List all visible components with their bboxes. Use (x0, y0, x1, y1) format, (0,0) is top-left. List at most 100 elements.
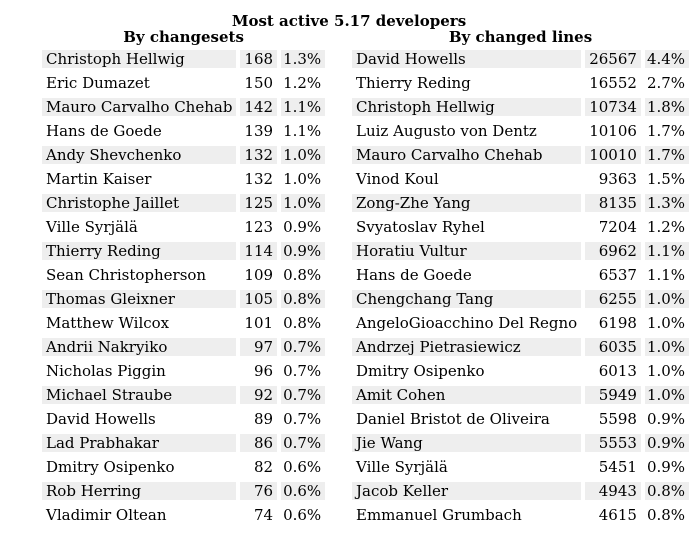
percent-cell: 0.6% (283, 506, 322, 524)
developer-name: Dmitry Osipenko (46, 458, 175, 476)
table-row: Lad Prabhakar 86 0.7% (42, 434, 326, 452)
count-cell: 114 (240, 242, 278, 260)
percent-cell: 0.8% (646, 506, 686, 524)
percent-cell: 1.0% (644, 290, 690, 308)
table-row: Zong-Zhe Yang 8135 1.3% (352, 194, 690, 212)
table-row: Ville Syrjälä 5451 0.9% (352, 458, 689, 476)
table-row: Rob Herring 76 0.6% (42, 482, 326, 500)
percent-cell: 1.7% (646, 122, 686, 140)
developer-name: Jacob Keller (352, 482, 582, 500)
developer-name: Lad Prabhakar (42, 434, 237, 452)
count-cell: 125 (240, 194, 278, 212)
developer-name: Thierry Reding (42, 242, 237, 260)
table-row: Vladimir Oltean 74 0.6% (42, 506, 325, 524)
count-cell: 26567 (585, 50, 641, 68)
percent-cell: 0.9% (646, 458, 686, 476)
percent-cell: 0.8% (283, 266, 322, 284)
page-title: Most active 5.17 developers (231, 12, 467, 30)
developer-name: Dmitry Osipenko (356, 362, 485, 380)
percent-cell: 1.7% (644, 146, 690, 164)
count-cell: 6537 (598, 266, 637, 284)
developer-name: Andy Shevchenko (42, 146, 237, 164)
percent-cell: 0.8% (283, 314, 322, 332)
count-cell: 6255 (585, 290, 641, 308)
count-cell: 89 (253, 410, 274, 428)
percent-cell: 0.9% (646, 410, 686, 428)
percent-cell: 0.8% (281, 290, 326, 308)
table-row: Andrii Nakryiko 97 0.7% (42, 338, 326, 356)
percent-cell: 1.5% (646, 170, 686, 188)
developer-name: David Howells (46, 410, 156, 428)
percent-cell: 1.3% (281, 50, 326, 68)
lines-body: David Howells 26567 4.4% Thierry Reding 1655… (352, 50, 690, 524)
percent-cell: 2.7% (646, 74, 686, 92)
percent-cell: 1.0% (283, 170, 322, 188)
count-cell: 7204 (598, 218, 637, 236)
percent-cell: 0.7% (281, 434, 326, 452)
count-cell: 82 (253, 458, 274, 476)
table-row: Andrzej Pietrasiewicz 6035 1.0% (352, 338, 690, 356)
table-row: Martin Kaiser 132 1.0% (42, 170, 325, 188)
developer-name: Andrii Nakryiko (42, 338, 237, 356)
percent-cell: 0.8% (644, 482, 690, 500)
percent-cell: 0.7% (283, 410, 322, 428)
count-cell: 150 (244, 74, 274, 92)
percent-cell: 0.7% (281, 338, 326, 356)
developer-name: Vinod Koul (356, 170, 439, 188)
table-row: Hans de Goede 139 1.1% (42, 122, 325, 140)
table-row: Hans de Goede 6537 1.1% (352, 266, 689, 284)
table-row: AngeloGioacchino Del Regno 6198 1.0% (352, 314, 689, 332)
percent-cell: 0.9% (281, 242, 326, 260)
table-row: Christoph Hellwig 168 1.3% (42, 50, 326, 68)
developer-name: Matthew Wilcox (46, 314, 170, 332)
table-row: Ville Syrjälä 123 0.9% (42, 218, 325, 236)
developer-name: Michael Straube (42, 386, 237, 404)
percent-cell: 0.9% (644, 434, 690, 452)
table-row: Chengchang Tang 6255 1.0% (352, 290, 690, 308)
changesets-header: By changesets (123, 28, 244, 46)
developer-name: Rob Herring (42, 482, 237, 500)
count-cell: 6198 (598, 314, 637, 332)
developer-name: Christophe Jaillet (42, 194, 237, 212)
developer-name: Chengchang Tang (352, 290, 582, 308)
count-cell: 16552 (589, 74, 637, 92)
table-row: Dmitry Osipenko 6013 1.0% (352, 362, 689, 380)
developer-name: Daniel Bristot de Oliveira (356, 410, 550, 428)
count-cell: 101 (244, 314, 274, 332)
percent-cell: 0.6% (283, 458, 322, 476)
developer-name: Eric Dumazet (46, 74, 150, 92)
table-row: Emmanuel Grumbach 4615 0.8% (352, 506, 689, 524)
percent-cell: 0.9% (283, 218, 322, 236)
count-cell: 10106 (589, 122, 637, 140)
count-cell: 105 (240, 290, 278, 308)
developer-name: Hans de Goede (356, 266, 472, 284)
percent-cell: 1.0% (644, 338, 690, 356)
table-row: Vinod Koul 9363 1.5% (352, 170, 689, 188)
percent-cell: 1.2% (646, 218, 686, 236)
percent-cell: 1.3% (644, 194, 690, 212)
percent-cell: 1.8% (644, 98, 690, 116)
developer-name: Hans de Goede (46, 122, 162, 140)
count-cell: 6962 (585, 242, 641, 260)
table-row: Svyatoslav Ryhel 7204 1.2% (352, 218, 689, 236)
percent-cell: 0.6% (281, 482, 326, 500)
count-cell: 5949 (585, 386, 641, 404)
developer-name: Thomas Gleixner (42, 290, 237, 308)
percent-cell: 1.0% (281, 146, 326, 164)
table-row: Thierry Reding 114 0.9% (42, 242, 326, 260)
developer-name: Mauro Carvalho Chehab (42, 98, 237, 116)
count-cell: 132 (240, 146, 278, 164)
developer-name: Zong-Zhe Yang (352, 194, 582, 212)
count-cell: 86 (240, 434, 278, 452)
table-row: Thierry Reding 16552 2.7% (352, 74, 689, 92)
developer-name: Andrzej Pietrasiewicz (352, 338, 582, 356)
developer-name: David Howells (352, 50, 582, 68)
table-row: David Howells 26567 4.4% (352, 50, 690, 68)
developer-name: AngeloGioacchino Del Regno (356, 314, 578, 332)
table-row: Michael Straube 92 0.7% (42, 386, 326, 404)
count-cell: 5553 (585, 434, 641, 452)
changesets-column: By changesets Christoph Hellwig 168 1.3% Er… (42, 28, 326, 524)
percent-cell: 4.4% (644, 50, 690, 68)
lines-table: By changed lines David Howells 26567 4.4% T… (348, 24, 693, 530)
